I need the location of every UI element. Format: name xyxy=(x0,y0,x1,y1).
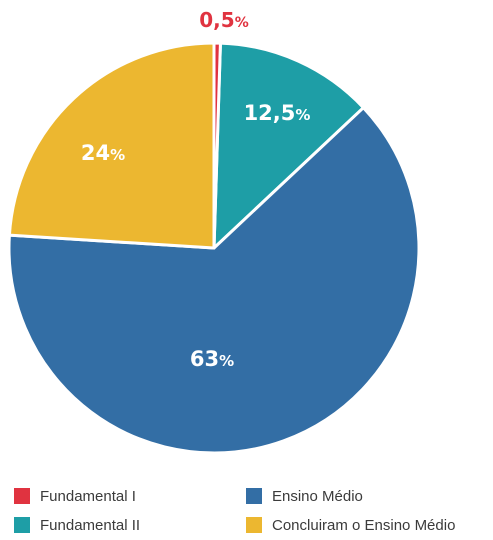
data-label-fundamental-ii: 12,5% xyxy=(244,101,311,125)
legend-item-fundamental-ii: Fundamental II xyxy=(14,515,140,535)
data-label-ensino-medio: 63% xyxy=(190,347,234,371)
pie-slice-concluiram xyxy=(7,41,216,250)
data-label-value: 24 xyxy=(81,141,110,165)
legend-label-ensino-medio: Ensino Médio xyxy=(272,487,363,505)
legend-item-ensino-medio: Ensino Médio xyxy=(246,486,363,506)
pie-slice-fundamental-ii xyxy=(212,41,365,250)
legend-swatch-ensino-medio xyxy=(246,488,262,504)
data-label-fundamental-i: 0,5% xyxy=(199,8,248,32)
pie-slice-ensino-medio xyxy=(7,106,421,455)
legend-swatch-fundamental-i xyxy=(14,488,30,504)
legend-item-concluiram: Concluiram o Ensino Médio xyxy=(246,515,455,535)
legend-item-fundamental-i: Fundamental I xyxy=(14,486,136,506)
legend-label-fundamental-ii: Fundamental II xyxy=(40,516,141,534)
data-label-unit: % xyxy=(235,15,249,31)
legend-label-fundamental-i: Fundamental I xyxy=(40,487,136,505)
legend-swatch-concluiram xyxy=(246,517,262,533)
legend-label-concluiram: Concluiram o Ensino Médio xyxy=(272,516,456,534)
data-label-concluiram: 24% xyxy=(81,141,125,165)
data-label-value: 12,5 xyxy=(244,101,296,125)
data-label-unit: % xyxy=(295,106,310,124)
legend-swatch-fundamental-ii xyxy=(14,517,30,533)
pie-slice-fundamental-i xyxy=(212,41,222,250)
data-label-value: 63 xyxy=(190,347,219,371)
data-label-value: 0,5 xyxy=(199,8,234,32)
data-label-unit: % xyxy=(110,146,125,164)
data-label-unit: % xyxy=(219,352,234,370)
